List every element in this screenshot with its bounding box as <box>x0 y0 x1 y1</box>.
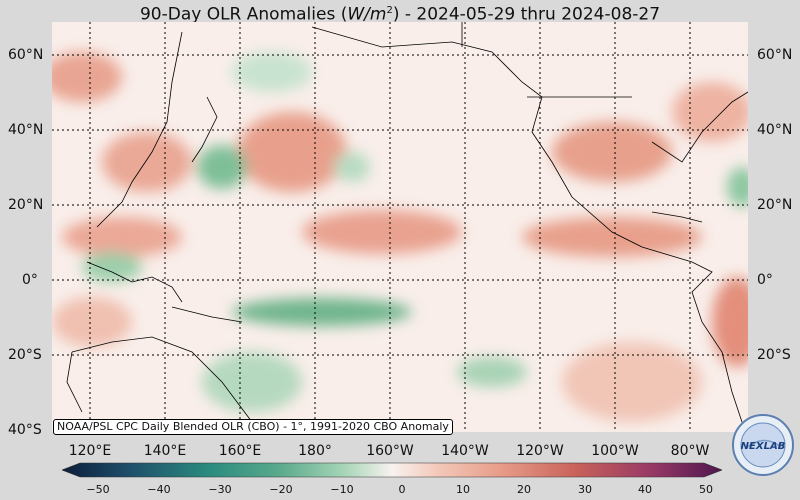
lat-label-20n: 20°N <box>8 197 44 213</box>
lon-label-140e: 140°E <box>143 443 187 459</box>
map-title: 90-Day OLR Anomalies (W/m2) - 2024-05-29… <box>139 4 661 25</box>
colorbar-tick: −20 <box>269 483 293 496</box>
lon-label-80w: 80°W <box>670 443 710 459</box>
colorbar-tick: −50 <box>86 483 110 496</box>
colorbar-tick: −40 <box>147 483 171 496</box>
lon-label-160e: 160°E <box>218 443 262 459</box>
lon-label-140w: 140°W <box>441 443 489 459</box>
colorbar-tick: 50 <box>699 483 713 496</box>
colorbar <box>62 462 722 478</box>
lat-label-60n: 60°N <box>8 47 44 63</box>
lat-label-20s: 20°S <box>8 347 42 363</box>
lat-label-20n-right: 20°N <box>757 197 793 213</box>
logo-text: NEXLAB <box>741 441 786 452</box>
lat-label-40s: 40°S <box>8 422 42 438</box>
olr-anomaly-map <box>52 22 748 432</box>
lon-label-180: 180° <box>298 443 332 459</box>
colorbar-tick: 10 <box>456 483 470 496</box>
colorbar-tick: −30 <box>208 483 232 496</box>
lat-label-20s-right: 20°S <box>757 347 791 363</box>
lon-label-100w: 100°W <box>591 443 639 459</box>
lat-label-60n-right: 60°N <box>757 47 793 63</box>
lon-label-120w: 120°W <box>516 443 564 459</box>
anomaly-field <box>52 22 748 432</box>
colorbar-tick: 0 <box>398 483 406 496</box>
colorbar-tick: 30 <box>578 483 592 496</box>
lat-label-eq-right: 0° <box>757 272 773 288</box>
colorbar-tick: 20 <box>517 483 531 496</box>
lon-label-160w: 160°W <box>366 443 414 459</box>
data-source-credit: NOAA/PSL CPC Daily Blended OLR (CBO) - 1… <box>53 419 453 435</box>
lon-label-120e: 120°E <box>68 443 112 459</box>
lat-label-40n-right: 40°N <box>757 122 793 138</box>
lat-label-eq: 0° <box>22 272 38 288</box>
nexlab-logo-icon: NEXLAB <box>732 414 794 476</box>
colorbar-tick: −10 <box>330 483 354 496</box>
lat-label-40n: 40°N <box>8 122 44 138</box>
colorbar-tick: 40 <box>638 483 652 496</box>
